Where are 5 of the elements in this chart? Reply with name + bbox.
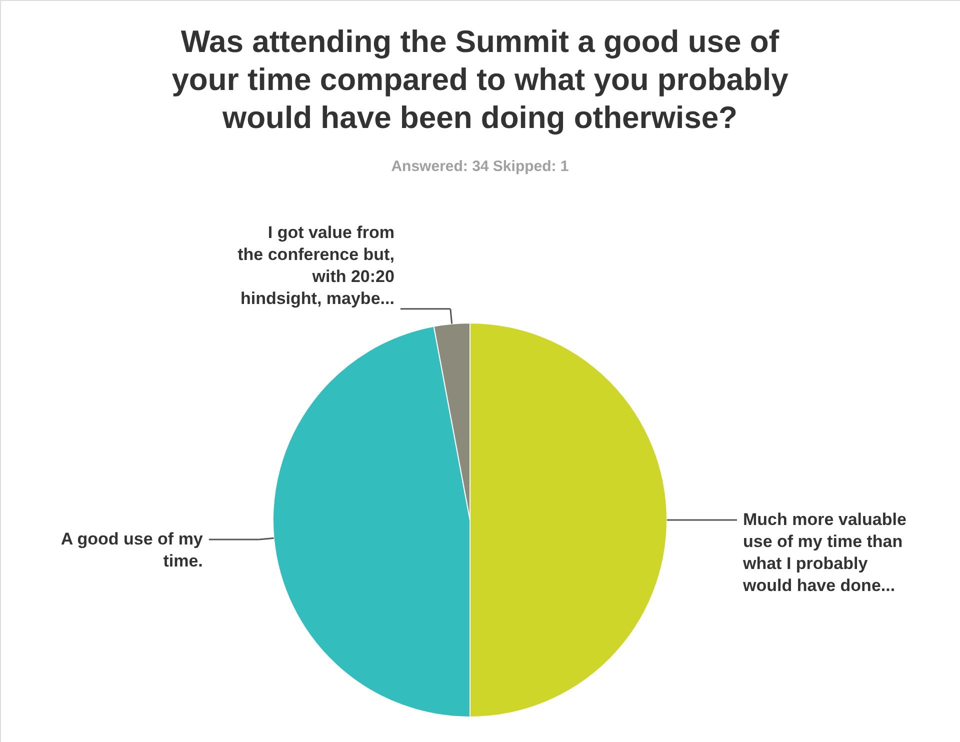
chart-subtitle: Answered: 34 Skipped: 1 (391, 158, 569, 175)
slice-label: A good use of my time. (60, 530, 204, 571)
chart-title: Was attending the Summit a good use of your time compared to what you probably would have been doing otherwise? (172, 24, 790, 135)
slice-label: Much more valuable use of my time than what I probably would have done... (742, 510, 906, 595)
slice-label: I got value from the conference but, with 20:20 hindsight, maybe... (238, 222, 394, 308)
